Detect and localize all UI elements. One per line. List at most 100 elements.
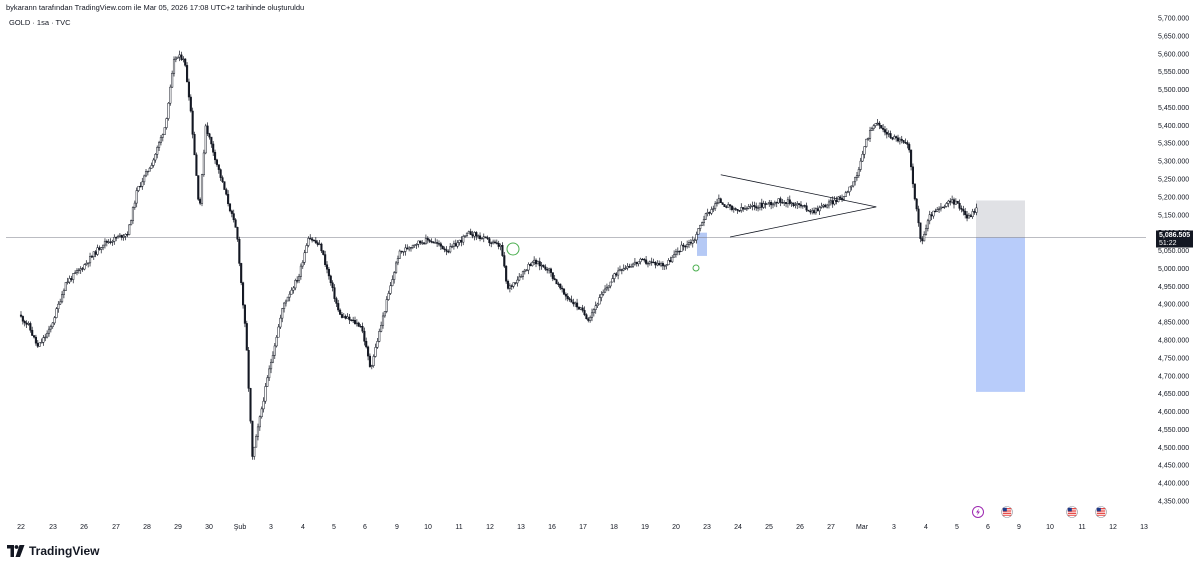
candle bbox=[327, 267, 330, 280]
candle bbox=[811, 207, 814, 215]
candle bbox=[128, 224, 131, 236]
candle-body bbox=[214, 151, 217, 161]
triangle-upper-line[interactable] bbox=[720, 174, 877, 208]
candle bbox=[292, 285, 295, 294]
price-axis[interactable]: 5,700.000 5,650.000 5,600.000 5,550.000 5,50… bbox=[1156, 16, 1193, 506]
candle-body bbox=[437, 243, 441, 245]
candle-body bbox=[294, 280, 297, 289]
candle bbox=[200, 173, 204, 207]
current-price-tag[interactable] bbox=[1156, 230, 1193, 248]
candle bbox=[555, 278, 558, 285]
candle bbox=[139, 182, 142, 188]
marker-circle-small[interactable] bbox=[692, 264, 700, 272]
candle bbox=[577, 306, 580, 310]
candle-body bbox=[641, 258, 644, 261]
candle bbox=[945, 202, 948, 208]
candle bbox=[92, 251, 95, 260]
candle-body bbox=[210, 136, 213, 145]
flag-stripe bbox=[1096, 514, 1106, 516]
candle bbox=[400, 250, 403, 254]
candle-body bbox=[478, 235, 482, 239]
candle-body bbox=[488, 238, 491, 244]
take-profit-zone[interactable] bbox=[976, 237, 1025, 392]
candle-body bbox=[75, 270, 79, 274]
candle-body bbox=[443, 248, 446, 250]
event-markers[interactable] bbox=[972, 506, 1107, 518]
time-axis-label: 29 bbox=[174, 524, 182, 531]
candle bbox=[197, 175, 200, 201]
candle bbox=[163, 127, 166, 136]
candle bbox=[966, 211, 969, 222]
candle bbox=[544, 264, 547, 271]
candle bbox=[297, 273, 301, 284]
candle bbox=[409, 247, 413, 252]
triangle-lower-line[interactable] bbox=[729, 206, 877, 238]
candle-body bbox=[419, 240, 422, 244]
symbol-label[interactable]: GOLD · 1sa · TVC bbox=[9, 18, 71, 27]
candle-body bbox=[172, 59, 176, 74]
candle bbox=[508, 283, 511, 293]
candle bbox=[180, 51, 183, 61]
candle bbox=[161, 133, 164, 142]
candle bbox=[652, 258, 655, 264]
marker-circle[interactable] bbox=[506, 242, 520, 256]
candle bbox=[83, 263, 86, 271]
candle-body bbox=[314, 240, 317, 243]
candle-body bbox=[816, 208, 819, 212]
us-flag-event-icon[interactable] bbox=[1066, 506, 1078, 518]
candle-body bbox=[514, 282, 517, 284]
candle bbox=[447, 249, 450, 254]
plot-area[interactable] bbox=[6, 50, 1146, 460]
candle bbox=[589, 315, 592, 323]
candle-body bbox=[626, 266, 629, 269]
candle bbox=[269, 358, 273, 374]
stop-loss-zone[interactable] bbox=[976, 200, 1025, 238]
candle-body bbox=[193, 134, 196, 156]
candle bbox=[574, 301, 577, 308]
candle-body bbox=[493, 241, 497, 243]
us-flag-event-icon[interactable] bbox=[1001, 506, 1013, 518]
candle bbox=[107, 239, 110, 244]
candle-body bbox=[169, 86, 172, 104]
candle bbox=[934, 208, 937, 213]
candle-body bbox=[749, 206, 752, 208]
candle bbox=[497, 240, 500, 250]
candle bbox=[478, 232, 482, 242]
candle-body bbox=[368, 355, 371, 367]
candle bbox=[51, 322, 54, 329]
candle-body bbox=[439, 243, 442, 247]
candle bbox=[443, 246, 446, 253]
candle-body bbox=[154, 154, 157, 161]
candle bbox=[691, 236, 694, 248]
candle bbox=[473, 231, 476, 241]
candle bbox=[40, 338, 43, 344]
candle bbox=[449, 243, 452, 254]
candle bbox=[641, 258, 644, 261]
time-axis-label: 16 bbox=[548, 524, 556, 531]
candle bbox=[100, 246, 103, 254]
lightning-event-icon[interactable] bbox=[972, 506, 984, 518]
candle-body bbox=[303, 252, 306, 263]
candle bbox=[936, 206, 939, 212]
candle-body bbox=[34, 336, 37, 344]
candle bbox=[542, 264, 545, 268]
us-flag-event-icon[interactable] bbox=[1095, 506, 1107, 518]
candle bbox=[874, 123, 877, 128]
candle-body bbox=[406, 247, 409, 250]
candle-body bbox=[745, 207, 748, 210]
time-axis-label: 23 bbox=[703, 524, 711, 531]
candle bbox=[450, 244, 454, 249]
time-axis[interactable]: 22 23 26 27 28 29 30 Şub 3 4 5 6 9 10 11 12 13 16 17 18 19 20… bbox=[17, 524, 1148, 531]
candle-body bbox=[361, 326, 364, 332]
candle-body bbox=[357, 322, 360, 327]
candle bbox=[531, 260, 534, 267]
candle bbox=[816, 205, 819, 212]
candle bbox=[667, 258, 670, 266]
candle-body bbox=[460, 239, 463, 243]
candle-body bbox=[87, 262, 90, 264]
tradingview-logo[interactable]: TradingView bbox=[7, 544, 99, 558]
flag-stripe bbox=[1067, 511, 1077, 513]
candle bbox=[23, 319, 26, 327]
highlight-zone[interactable] bbox=[697, 232, 707, 256]
